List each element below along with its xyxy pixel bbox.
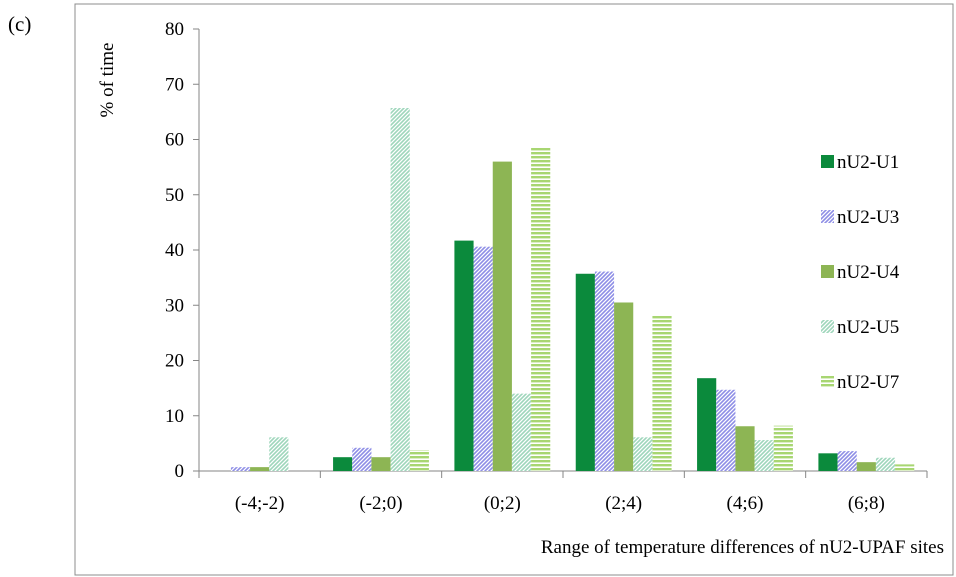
- bar-nu2-u5: [269, 437, 289, 471]
- bar-nu2-u5: [390, 108, 410, 471]
- legend-item: nU2-U3: [821, 207, 899, 228]
- bar-nu2-u1: [333, 457, 353, 471]
- bar-nu2-u3: [837, 451, 857, 471]
- legend: nU2-U1 nU2-U3 nU2-U4 nU2-U5 nU2-U7: [821, 152, 900, 393]
- x-tick-label: (-4;-2): [235, 493, 285, 514]
- legend-label: nU2-U3: [837, 207, 899, 228]
- bar-nu2-u4: [614, 302, 634, 471]
- bar-nu2-u7: [773, 425, 793, 471]
- bar-nu2-u1: [575, 273, 595, 471]
- legend-item: nU2-U5: [821, 317, 899, 338]
- y-tick-label: 10: [165, 406, 184, 427]
- bar-nu2-u4: [856, 462, 876, 471]
- x-tick-label: (-2;0): [359, 493, 402, 514]
- y-tick-label: 20: [165, 351, 184, 372]
- bar-nu2-u7: [409, 450, 429, 471]
- bar-nu2-u7: [895, 464, 915, 471]
- panel-label: (c): [8, 12, 32, 36]
- bars: [230, 108, 915, 471]
- x-tick-label: (0;2): [484, 493, 521, 514]
- y-tick-label: 60: [165, 130, 184, 151]
- bar-nu2-u7: [531, 147, 551, 471]
- y-tick-label: 0: [175, 461, 185, 482]
- bar-nu2-u5: [511, 393, 532, 471]
- legend-item: nU2-U1: [821, 152, 899, 173]
- bar-nu2-u4: [371, 457, 391, 471]
- legend-swatch: [821, 155, 834, 168]
- legend-label: nU2-U5: [837, 317, 899, 338]
- bar-nu2-u7: [652, 315, 672, 471]
- legend-label: nU2-U1: [837, 152, 899, 173]
- y-tick-label: 80: [165, 19, 184, 40]
- bar-nu2-u5: [754, 440, 774, 471]
- y-axis-title: % of time: [97, 43, 118, 118]
- y-tick-label: 70: [165, 74, 184, 95]
- y-tick-label: 50: [165, 185, 184, 206]
- bar-nu2-u4: [492, 161, 512, 471]
- x-axis: (-4;-2) (-2;0) (0;2) (2;4) (4;6) (6;8): [198, 470, 928, 514]
- legend-swatch: [821, 320, 834, 333]
- bar-nu2-u1: [454, 240, 474, 471]
- bar-nu2-u3: [473, 246, 493, 471]
- x-tick-label: (2;4): [605, 493, 642, 514]
- x-tick-label: (6;8): [848, 493, 885, 514]
- legend-label: nU2-U7: [837, 372, 899, 393]
- bar-nu2-u3: [716, 389, 736, 471]
- bar-nu2-u3: [352, 447, 372, 471]
- legend-item: nU2-U7: [821, 372, 899, 393]
- bar-nu2-u4: [735, 426, 755, 471]
- bar-nu2-u4: [250, 467, 270, 471]
- bar-nu2-u3: [594, 271, 615, 471]
- x-tick-label: (4;6): [727, 493, 764, 514]
- legend-swatch: [821, 375, 834, 388]
- bar-nu2-u1: [818, 453, 838, 471]
- bar-nu2-u1: [697, 378, 717, 471]
- y-axis: 0 10 20 30 40 50 60 70 80: [165, 19, 200, 482]
- legend-item: nU2-U4: [821, 262, 900, 283]
- bar-nu2-u5: [875, 457, 896, 471]
- x-axis-title: Range of temperature differences of nU2-…: [541, 537, 944, 558]
- y-tick-label: 40: [165, 240, 184, 261]
- bar-nu2-u3: [230, 467, 251, 471]
- chart-frame: [74, 3, 954, 576]
- bar-nu2-u5: [633, 437, 653, 471]
- y-tick-label: 30: [165, 295, 184, 316]
- legend-swatch: [821, 210, 834, 223]
- legend-swatch: [821, 265, 834, 278]
- legend-label: nU2-U4: [837, 262, 900, 283]
